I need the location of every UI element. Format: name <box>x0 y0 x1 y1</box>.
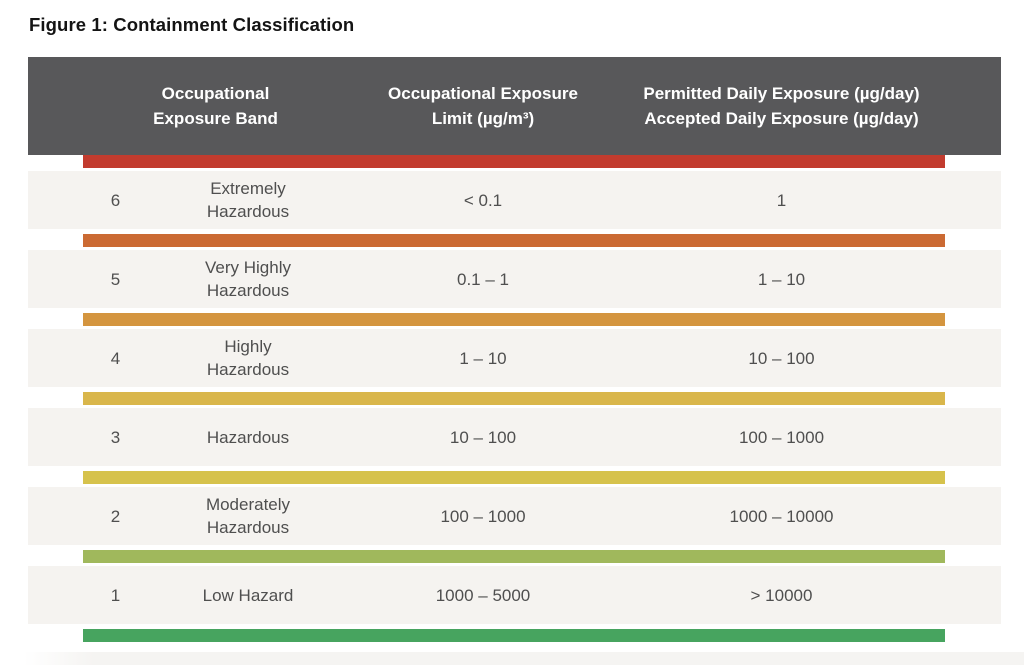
pde-value: 100 – 1000 <box>738 427 825 447</box>
band-name: Highly Hazardous <box>206 337 290 379</box>
table-header-row: Occupational Exposure Band Occupational … <box>28 57 1001 155</box>
header-cell-occupational-exposure-limit: Occupational Exposure Limit (µg/m³) <box>348 81 618 131</box>
header-cell-permitted-daily-exposure: Permitted Daily Exposure (µg/day) Accept… <box>618 81 945 131</box>
band-number: 6 <box>110 190 121 210</box>
oel-value: 1 – 10 <box>459 348 507 368</box>
pde-value: 1000 – 10000 <box>729 506 834 526</box>
hazard-scale-bar-red <box>83 155 945 168</box>
hazard-scale-bar-yellow-green <box>83 550 945 563</box>
pde-value: 1 – 10 <box>757 269 806 289</box>
containment-classification-table: Occupational Exposure Band Occupational … <box>28 57 1001 642</box>
table-row-band-5: 5 Very Highly Hazardous 0.1 – 1 1 – 10 <box>28 250 1001 308</box>
header-oel-line1: Occupational Exposure <box>388 84 578 103</box>
band-number: 3 <box>110 427 121 447</box>
band-name: Moderately Hazardous <box>205 495 291 537</box>
figure-title: Figure 1: Containment Classification <box>29 14 355 35</box>
table-row-band-2: 2 Moderately Hazardous 100 – 1000 1000 –… <box>28 487 1001 545</box>
oel-value: < 0.1 <box>463 190 503 210</box>
hazard-scale-bar-orange <box>83 234 945 247</box>
table-row-band-4: 4 Highly Hazardous 1 – 10 10 – 100 <box>28 329 1001 387</box>
band-number: 5 <box>110 269 121 289</box>
hazard-scale-bar-green <box>83 629 945 642</box>
band-name: Low Hazard <box>202 585 294 605</box>
header-cell-occupational-exposure-band: Occupational Exposure Band <box>83 81 348 131</box>
header-band-line1: Occupational <box>161 84 270 103</box>
pde-value: 1 <box>776 190 787 210</box>
header-band-line2: Exposure Band <box>153 109 278 128</box>
band-name: Extremely Hazardous <box>206 179 290 221</box>
band-number: 2 <box>110 506 121 526</box>
table-row-band-3: 3 Hazardous 10 – 100 100 – 1000 <box>28 408 1001 466</box>
header-oel-line2: Limit (µg/m³) <box>431 109 535 128</box>
pde-value: 10 – 100 <box>748 348 815 368</box>
pde-value: > 10000 <box>750 585 813 605</box>
oel-value: 0.1 – 1 <box>457 269 509 289</box>
band-number: 1 <box>110 585 121 605</box>
header-pde-line1: Permitted Daily Exposure (µg/day) <box>643 84 920 103</box>
band-name: Very Highly Hazardous <box>205 258 291 300</box>
oel-value: 100 – 1000 <box>440 506 526 526</box>
band-number: 4 <box>110 348 121 368</box>
oel-value: 1000 – 5000 <box>435 585 531 605</box>
header-pde-line2: Accepted Daily Exposure (µg/day) <box>644 109 919 128</box>
table-row-band-6: 6 Extremely Hazardous < 0.1 1 <box>28 171 1001 229</box>
band-name: Hazardous <box>206 427 290 447</box>
hazard-scale-bar-amber <box>83 313 945 326</box>
hazard-scale-bar-gold <box>83 392 945 405</box>
oel-value: 10 – 100 <box>449 427 517 447</box>
hazard-scale-bar-yellow <box>83 471 945 484</box>
table-row-band-1: 1 Low Hazard 1000 – 5000 > 10000 <box>28 566 1001 624</box>
next-section-edge <box>24 652 1024 665</box>
